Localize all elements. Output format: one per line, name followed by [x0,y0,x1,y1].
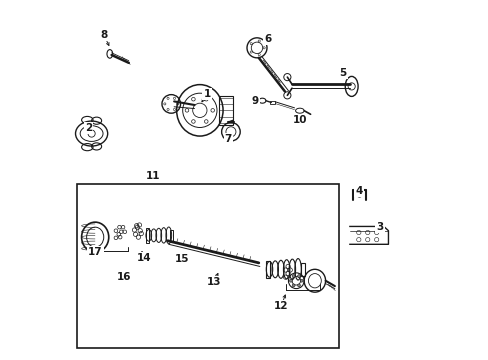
Text: 13: 13 [206,277,221,287]
Text: 9: 9 [251,96,258,107]
Bar [77,184,339,348]
Text: 14: 14 [136,253,151,263]
Circle shape [297,284,300,287]
Text: 1: 1 [203,89,210,99]
Text: 17: 17 [88,247,102,257]
Circle shape [300,279,303,282]
Circle shape [292,284,294,287]
Text: 15: 15 [174,254,189,264]
Text: 5: 5 [338,68,346,78]
Text: 12: 12 [273,301,288,311]
Text: 6: 6 [264,34,271,44]
Bar [265,261,270,278]
Text: 8: 8 [100,30,107,40]
Circle shape [289,279,292,282]
Bar [270,101,275,104]
Text: 4: 4 [354,186,362,196]
Text: 3: 3 [376,222,383,232]
Bar [219,96,233,125]
Bar [300,263,304,276]
Text: 10: 10 [292,115,306,125]
Circle shape [297,275,300,278]
Text: 2: 2 [84,123,92,133]
Text: 11: 11 [146,171,161,181]
Circle shape [292,275,294,278]
Text: 7: 7 [224,134,232,144]
Text: 16: 16 [117,272,131,282]
Bar [170,230,173,241]
Bar [145,228,149,243]
